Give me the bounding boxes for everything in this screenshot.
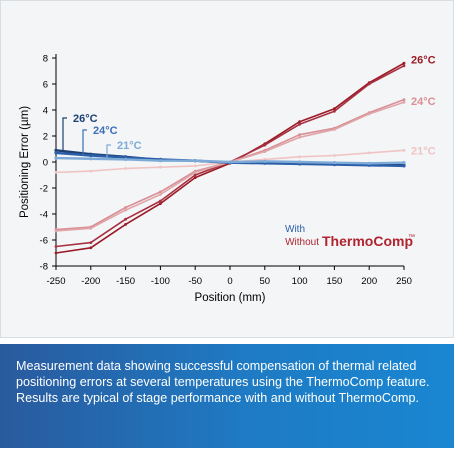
y-tick-label: 4: [43, 106, 48, 117]
data-point-without: [193, 171, 197, 174]
data-point-without: [54, 251, 58, 255]
data-point-without: [89, 169, 93, 173]
data-point-with: [158, 159, 162, 163]
with-label: 26°C: [73, 113, 98, 125]
data-point-without: [402, 61, 406, 65]
data-point-with: [193, 159, 197, 163]
data-point-without: [159, 193, 162, 196]
legend-trademark: ™: [408, 234, 415, 241]
data-point-without: [159, 165, 162, 169]
x-tick-label: -200: [81, 276, 100, 287]
y-tick-label: 2: [43, 132, 48, 143]
data-point-without: [333, 154, 336, 157]
x-tick-label: 200: [361, 276, 377, 287]
caption-text: Measurement data showing successful comp…: [16, 359, 430, 405]
data-point-with: [54, 148, 58, 152]
x-tick-label: 250: [396, 276, 412, 287]
legend-with-label: With: [285, 224, 305, 235]
x-tick-label: -50: [188, 276, 202, 287]
data-point-without: [402, 148, 406, 152]
data-point-without: [193, 164, 197, 168]
data-point-without: [89, 241, 93, 245]
x-tick-label: 50: [260, 276, 271, 287]
data-point-with: [263, 159, 267, 163]
data-point-without: [159, 199, 162, 203]
x-tick-label: 100: [292, 276, 308, 287]
data-point-with: [54, 156, 58, 160]
with-label: 21°C: [117, 140, 142, 152]
data-point-without: [54, 245, 58, 248]
data-point-without: [89, 246, 93, 250]
data-point-with: [54, 151, 58, 155]
data-point-without: [263, 150, 267, 154]
end-label: 26°C: [411, 54, 436, 66]
data-point-without: [124, 208, 127, 212]
y-tick-label: 0: [43, 158, 48, 169]
data-point-without: [402, 100, 406, 104]
data-point-without: [298, 135, 301, 139]
data-point-without: [124, 223, 127, 226]
data-point-with: [298, 160, 302, 164]
x-axis-title: Position (mm): [195, 292, 266, 304]
data-point-without: [298, 122, 301, 126]
data-point-without: [159, 202, 162, 206]
y-tick-label: 8: [43, 54, 48, 65]
data-point-without: [333, 107, 336, 111]
data-point-with: [402, 161, 406, 165]
y-axis-title: Positioning Error (µm): [19, 106, 31, 218]
data-point-with: [402, 164, 406, 168]
x-tick-label: 150: [326, 276, 342, 287]
x-tick-label: -100: [151, 276, 170, 287]
legend-brand: ThermoComp: [322, 233, 413, 249]
series-line-without-24c: [55, 101, 405, 232]
x-tick-label: -150: [116, 276, 135, 287]
y-tick-label: -2: [40, 184, 48, 195]
data-point-without: [124, 217, 127, 221]
with-label: 24°C: [93, 125, 118, 137]
data-point-without: [124, 206, 127, 209]
y-tick-label: -8: [40, 262, 48, 273]
data-point-without: [333, 109, 336, 113]
data-point-without: [367, 82, 371, 86]
callout-leader: [62, 117, 67, 151]
callout-leader: [106, 144, 111, 159]
data-point-with: [332, 161, 336, 165]
data-point-without: [54, 171, 58, 174]
data-point-with: [89, 157, 93, 161]
data-point-without: [298, 120, 301, 124]
end-label: 24°C: [411, 96, 436, 108]
callout-leader: [82, 129, 87, 156]
positioning-error-chart: 8 6 4 2 0 -2 -4 -6 -8 -250 -200 -150 -100 -50 0 50 100 15…: [19, 54, 436, 305]
legend-without-label: Without: [285, 237, 319, 248]
x-tick-label: -250: [46, 276, 65, 287]
data-point-without: [193, 176, 197, 180]
data-point-without: [159, 190, 162, 194]
caption-panel: Measurement data showing successful comp…: [0, 344, 454, 448]
data-point-without: [89, 226, 93, 230]
y-tick-label: -4: [40, 210, 48, 221]
data-point-without: [54, 229, 58, 233]
y-tick-label: -6: [40, 236, 48, 247]
data-point-without: [298, 155, 301, 159]
data-point-without: [367, 151, 371, 155]
data-point-without: [402, 64, 406, 68]
data-point-without: [124, 167, 127, 170]
data-point-with: [367, 161, 371, 165]
end-label: 21°C: [411, 145, 436, 157]
data-point-with: [124, 157, 128, 161]
data-point-without: [333, 128, 336, 131]
x-tick-label: 0: [227, 276, 232, 287]
data-point-with: [89, 153, 93, 158]
data-point-without: [402, 98, 406, 101]
data-point-with: [228, 160, 232, 164]
data-point-without: [193, 173, 197, 177]
y-tick-label: 6: [43, 80, 48, 91]
data-point-without: [263, 143, 267, 147]
data-point-without: [367, 112, 371, 116]
data-point-without: [298, 133, 301, 137]
chart-panel: 8 6 4 2 0 -2 -4 -6 -8 -250 -200 -150 -100 -50 0 50 100 15…: [0, 0, 454, 338]
